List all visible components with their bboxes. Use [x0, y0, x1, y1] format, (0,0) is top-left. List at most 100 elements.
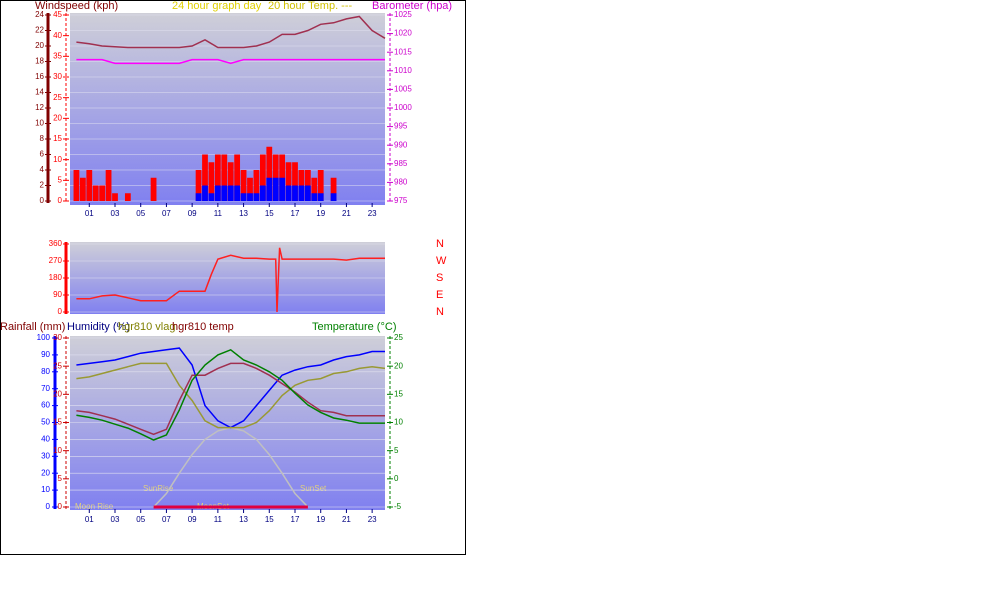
chart-subtitle: 20 hour Temp. --- [268, 0, 353, 12]
bar [202, 154, 208, 201]
y-tick-label: 10 [53, 446, 62, 455]
bar [202, 185, 208, 201]
y-tick-label: 270 [49, 256, 63, 265]
bar [317, 170, 324, 201]
bar [330, 177, 337, 201]
x-tick-label: 05 [136, 515, 145, 524]
y-tick-label: 1015 [394, 47, 412, 56]
y-tick-label: 5 [394, 446, 399, 455]
y-tick-label: 0 [58, 502, 63, 511]
x-tick-label: 21 [342, 209, 351, 218]
plot-area [70, 13, 385, 205]
x-tick-label: 05 [136, 209, 145, 218]
bar [259, 154, 266, 201]
y-tick-label: 1010 [394, 66, 412, 75]
line [76, 247, 385, 313]
bar [279, 177, 286, 201]
bar [253, 170, 260, 201]
bar [234, 185, 241, 201]
y-tick-label: S [436, 272, 443, 284]
axis-title: Rainfall (mm) [0, 321, 65, 333]
bar [214, 154, 221, 201]
y-tick-label: 975 [394, 196, 408, 205]
y-tick-label: 14 [35, 88, 44, 97]
y-tick-label: 10 [53, 155, 62, 164]
bar [304, 185, 311, 201]
y-tick-label: 995 [394, 122, 408, 131]
plot-area [70, 336, 385, 510]
y-tick-label: 25 [53, 361, 62, 370]
y-tick-label: W [436, 255, 447, 267]
line [76, 58, 385, 65]
bar [298, 185, 305, 201]
legend-entry: hgr810 temp [172, 321, 234, 333]
y-tick-label: 10 [35, 119, 44, 128]
y-tick-label: 40 [53, 31, 62, 40]
y-tick-label: 15 [53, 418, 62, 427]
bar [285, 185, 292, 201]
y-tick-label: 20 [41, 468, 50, 477]
y-tick-label: 15 [394, 389, 403, 398]
y-tick-label: 15 [53, 134, 62, 143]
x-tick-label: 03 [111, 515, 120, 524]
x-tick-label: 23 [368, 515, 377, 524]
line [76, 362, 386, 429]
y-tick-label: 1005 [394, 85, 412, 94]
bar [124, 193, 131, 201]
y-tick-label: 16 [35, 72, 44, 81]
line [76, 362, 385, 436]
y-tick-label: 20 [53, 113, 62, 122]
y-tick-label: N [436, 306, 444, 318]
y-tick-label: 0 [40, 196, 45, 205]
y-tick-label: 4 [40, 165, 45, 174]
y-tick-label: 0 [58, 307, 63, 316]
x-tick-label: 09 [188, 209, 197, 218]
y-tick-label: 5 [58, 474, 63, 483]
axis-title: Barometer (hpa) [372, 0, 452, 12]
y-tick-label: 0 [58, 196, 63, 205]
y-tick-label: 100 [37, 333, 51, 342]
x-tick-label: 01 [85, 209, 94, 218]
x-tick-label: 03 [111, 209, 120, 218]
x-tick-label: 07 [162, 515, 171, 524]
y-tick-label: 10 [41, 485, 50, 494]
bar [292, 185, 298, 201]
x-tick-label: 11 [214, 209, 223, 218]
line [76, 15, 386, 49]
bar [240, 170, 247, 201]
y-tick-label: -5 [394, 502, 402, 511]
x-tick-label: 23 [368, 209, 377, 218]
y-tick-label: 980 [394, 178, 408, 187]
bar [195, 170, 202, 201]
x-tick-label: 15 [265, 209, 274, 218]
bar [221, 185, 228, 201]
bar [292, 162, 298, 201]
y-tick-label: 22 [35, 26, 44, 35]
x-tick-label: 21 [342, 515, 351, 524]
y-tick-label: 35 [53, 51, 62, 60]
y-tick-label: 20 [53, 389, 62, 398]
y-tick-label: 12 [35, 103, 44, 112]
y-tick-label: 40 [41, 435, 50, 444]
y-tick-label: 90 [53, 290, 62, 299]
bar [227, 162, 234, 201]
y-tick-label: 6 [40, 150, 45, 159]
y-tick-label: 24 [35, 10, 44, 19]
x-tick-label: 19 [316, 515, 325, 524]
x-tick-label: 07 [162, 209, 171, 218]
y-tick-label: 30 [53, 72, 62, 81]
annotation: Moon Rise [75, 502, 114, 511]
axis-title: Windspeed (kph) [35, 0, 118, 12]
bar [112, 193, 118, 201]
bar [311, 193, 318, 201]
legend-entry: hgr810 vlag [118, 321, 176, 333]
bar [330, 193, 337, 201]
y-tick-label: 360 [49, 239, 63, 248]
y-tick-label: 20 [394, 361, 403, 370]
chart-title: 24 hour graph day [172, 0, 262, 12]
x-tick-label: 15 [265, 515, 274, 524]
x-tick-label: 17 [291, 209, 300, 218]
y-tick-label: 0 [394, 474, 399, 483]
y-tick-label: 80 [41, 367, 50, 376]
